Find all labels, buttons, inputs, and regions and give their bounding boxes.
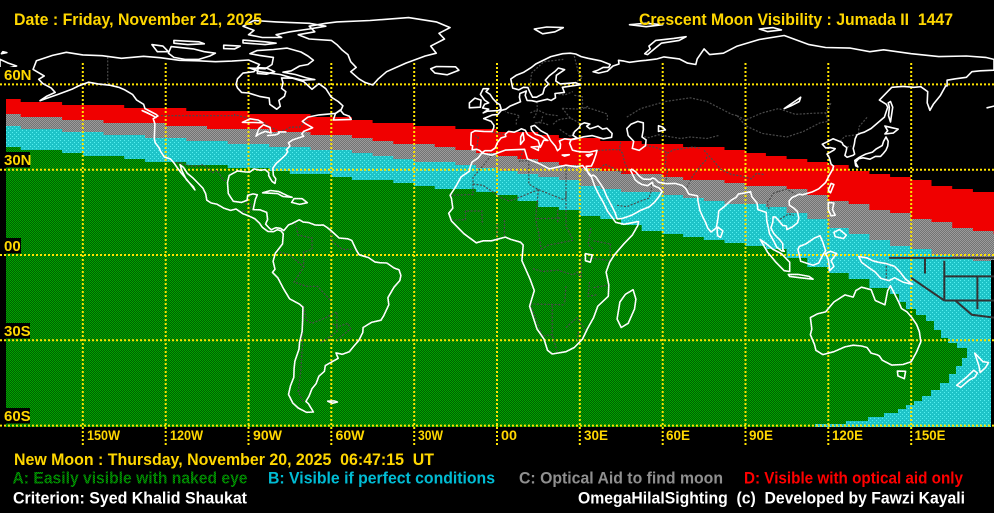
svg-text:00: 00 xyxy=(4,238,21,255)
svg-text:A: Easily visible with naked e: A: Easily visible with naked eye xyxy=(13,470,248,488)
svg-text:120W: 120W xyxy=(170,427,204,443)
svg-text:30E: 30E xyxy=(584,427,608,443)
svg-text:D: Visible with optical aid on: D: Visible with optical aid only xyxy=(744,470,964,488)
svg-text:Criterion: Syed Khalid Shaukat: Criterion: Syed Khalid Shaukat xyxy=(13,490,247,508)
svg-text:00: 00 xyxy=(501,427,517,443)
svg-text:90E: 90E xyxy=(749,427,773,443)
svg-text:OmegaHilalSighting (c) Devel: OmegaHilalSighting (c) Developed by Fawz… xyxy=(578,490,965,508)
svg-text:30N: 30N xyxy=(4,152,32,169)
svg-text:60S: 60S xyxy=(4,408,31,425)
svg-text:60E: 60E xyxy=(666,427,690,443)
svg-text:C: Optical Aid to find moon: C: Optical Aid to find moon xyxy=(519,470,723,488)
svg-text:150E: 150E xyxy=(915,427,946,443)
svg-text:60W: 60W xyxy=(336,427,366,443)
svg-text:Date : Friday, November 21, 20: Date : Friday, November 21, 2025 xyxy=(14,11,262,29)
svg-text:30S: 30S xyxy=(4,323,31,340)
svg-text:New Moon : Thursday, November: New Moon : Thursday, November 20, 2025 0… xyxy=(14,450,435,469)
svg-text:150W: 150W xyxy=(87,427,121,443)
svg-text:B: Visible if perfect conditio: B: Visible if perfect conditions xyxy=(268,470,495,488)
svg-text:120E: 120E xyxy=(832,427,863,443)
svg-text:90W: 90W xyxy=(253,427,283,443)
svg-text:60N: 60N xyxy=(4,67,32,84)
svg-text:30W: 30W xyxy=(418,427,444,443)
svg-text:Crescent Moon Visibility : Jum: Crescent Moon Visibility : Jumada II 144… xyxy=(639,11,953,29)
